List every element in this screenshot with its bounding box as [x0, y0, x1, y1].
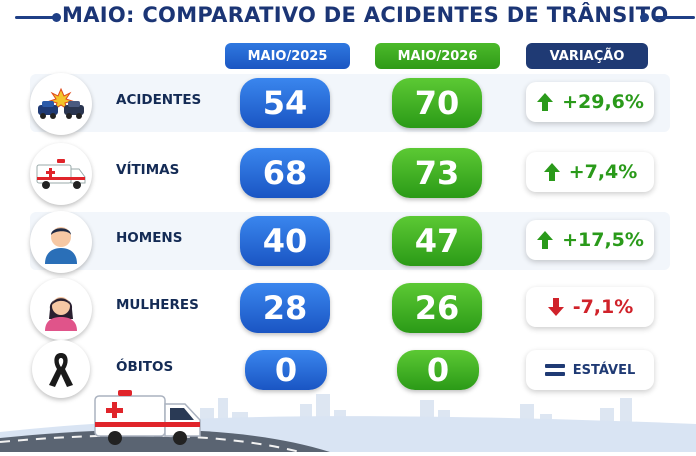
value-2026: 26: [392, 283, 482, 333]
table-row-homens: HOMENS 40 47 +17,5%: [0, 208, 696, 273]
ambulance-icon: [30, 143, 92, 205]
value-2025: 28: [240, 283, 330, 333]
row-label: MULHERES: [116, 297, 199, 313]
equals-icon: [544, 364, 565, 376]
variation-value: ESTÁVEL: [572, 362, 636, 378]
title-dot-left: [52, 13, 61, 22]
value-2025: 54: [240, 78, 330, 128]
car-crash-icon: [30, 73, 92, 135]
variation-badge: +17,5%: [526, 220, 654, 260]
ambulance-vehicle-icon: [94, 390, 201, 445]
mourning-ribbon-icon: [32, 340, 90, 398]
variation-value: +29,6%: [562, 91, 644, 113]
value-2026: 70: [392, 78, 482, 128]
arrow-up-icon: [537, 231, 554, 249]
title-decoration-left: [15, 16, 55, 19]
table-row-obitos: ÓBITOS 0 0 ESTÁVEL: [0, 338, 696, 402]
row-label: ACIDENTES: [116, 92, 202, 108]
row-label: ÓBITOS: [116, 359, 174, 375]
variation-badge: -7,1%: [526, 287, 654, 327]
variation-badge: +7,4%: [526, 152, 654, 192]
row-label: HOMENS: [116, 230, 183, 246]
value-2026: 47: [392, 216, 482, 266]
variation-value: -7,1%: [572, 296, 634, 318]
row-label: VÍTIMAS: [116, 162, 180, 178]
man-avatar-icon: [30, 211, 92, 273]
variation-value: +7,4%: [568, 161, 638, 183]
arrow-up-icon: [537, 93, 554, 111]
title-bar: MAIO: COMPARATIVO DE ACIDENTES DE TRÂNSI…: [0, 0, 696, 34]
value-2026: 73: [392, 148, 482, 198]
table-row-vitimas: VÍTIMAS 68 73 +7,4%: [0, 140, 696, 205]
value-2026: 0: [397, 350, 479, 390]
column-header-2026: MAIO/2026: [375, 43, 500, 69]
table-row-acidentes: ACIDENTES 54 70 +29,6%: [0, 70, 696, 135]
road-scene-illustration: [0, 380, 696, 453]
variation-value: +17,5%: [562, 229, 644, 251]
column-header-2025: MAIO/2025: [225, 43, 350, 69]
title-decoration-right: [655, 16, 695, 19]
variation-badge: +29,6%: [526, 82, 654, 122]
arrow-up-icon: [543, 163, 560, 181]
column-header-variation: VARIAÇÃO: [526, 43, 648, 69]
value-2025: 40: [240, 216, 330, 266]
table-row-mulheres: MULHERES 28 26 -7,1%: [0, 275, 696, 340]
arrow-down-icon: [547, 298, 564, 316]
page-title: MAIO: COMPARATIVO DE ACIDENTES DE TRÂNSI…: [62, 3, 669, 27]
title-dot-right: [640, 13, 649, 22]
value-2025: 0: [245, 350, 327, 390]
variation-badge: ESTÁVEL: [526, 350, 654, 390]
woman-avatar-icon: [30, 278, 92, 340]
value-2025: 68: [240, 148, 330, 198]
